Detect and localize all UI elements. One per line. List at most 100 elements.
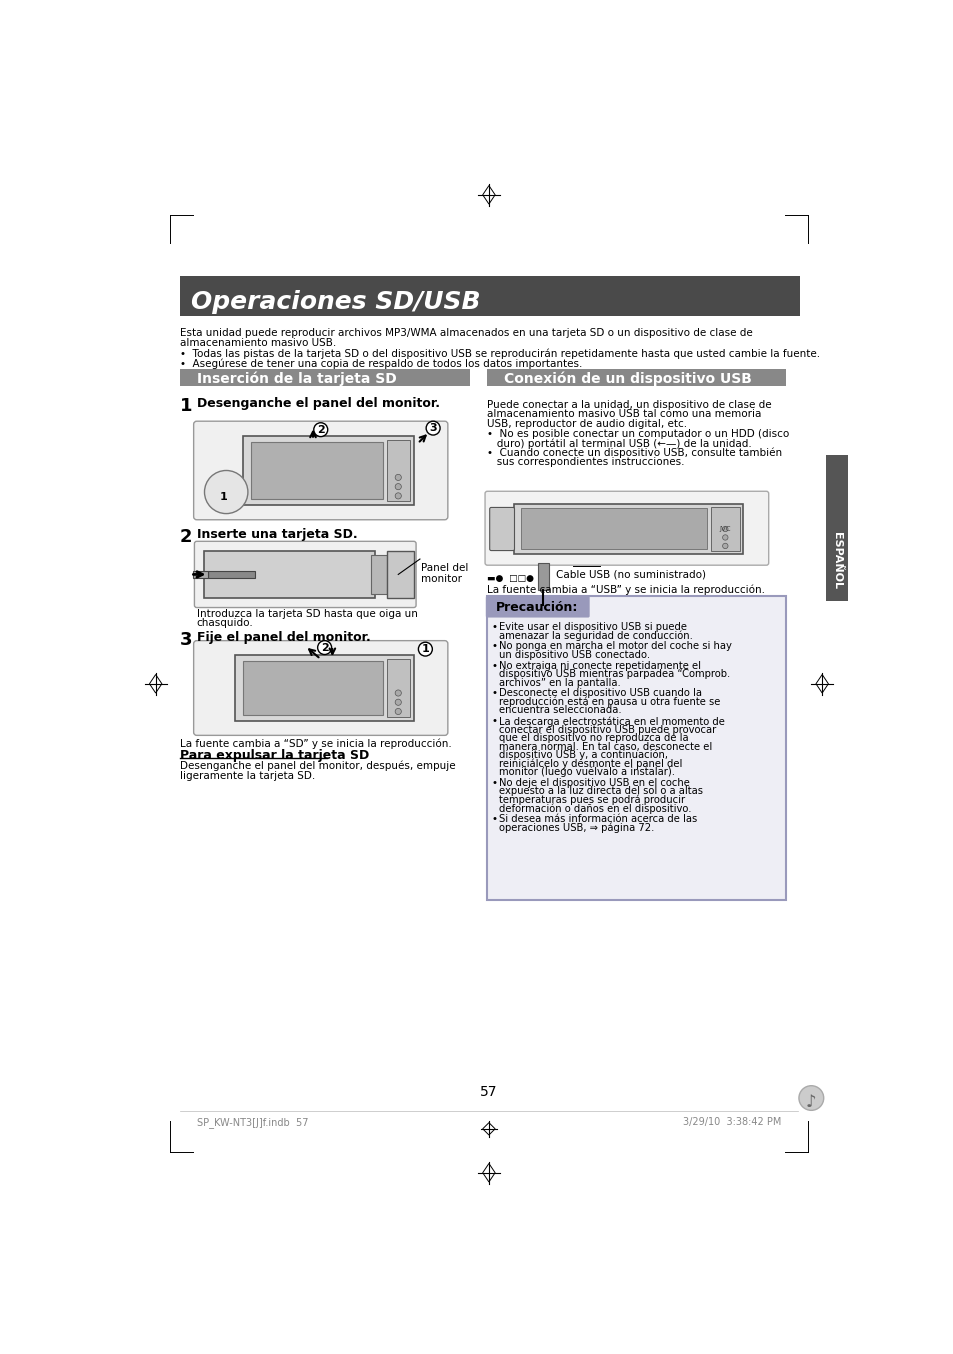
FancyBboxPatch shape — [193, 640, 447, 735]
Bar — [179, 276, 799, 317]
Text: 1: 1 — [421, 645, 429, 654]
Bar — [208, 570, 254, 578]
Text: •: • — [491, 661, 497, 670]
Text: reproducción está en pausa u otra fuente se: reproducción está en pausa u otra fuente… — [498, 697, 720, 707]
Text: 57: 57 — [479, 1085, 497, 1099]
Text: •: • — [491, 623, 497, 632]
Bar — [371, 555, 386, 593]
Text: Cable USB (no suministrado): Cable USB (no suministrado) — [556, 569, 705, 580]
Circle shape — [395, 708, 401, 715]
Bar — [537, 563, 548, 590]
Text: La fuente cambia a “SD” y se inicia la reproducción.: La fuente cambia a “SD” y se inicia la r… — [179, 738, 451, 749]
Text: expuesto a la luz directa del sol o a altas: expuesto a la luz directa del sol o a al… — [498, 787, 702, 796]
Text: •  Asegúrese de tener una copia de respaldo de todos los datos importantes.: • Asegúrese de tener una copia de respal… — [179, 357, 581, 368]
Text: Para expulsar la tarjeta SD: Para expulsar la tarjeta SD — [179, 749, 369, 762]
Text: amenazar la seguridad de conducción.: amenazar la seguridad de conducción. — [498, 631, 692, 642]
Bar — [235, 655, 414, 720]
Bar — [243, 662, 382, 715]
FancyBboxPatch shape — [489, 508, 514, 551]
Text: •: • — [491, 716, 497, 726]
Text: archivos” en la pantalla.: archivos” en la pantalla. — [498, 677, 620, 688]
Text: duro) portátil al terminal USB (←—) de la unidad.: duro) portátil al terminal USB (←—) de l… — [487, 439, 751, 448]
Text: •  No es posible conectar un computador o un HDD (disco: • No es posible conectar un computador o… — [487, 428, 789, 439]
Bar — [710, 506, 740, 551]
Text: 3: 3 — [429, 424, 436, 433]
Circle shape — [395, 474, 401, 481]
Text: USB, reproductor de audio digital, etc.: USB, reproductor de audio digital, etc. — [487, 418, 687, 429]
Bar — [193, 571, 208, 578]
Text: •: • — [491, 814, 497, 823]
FancyBboxPatch shape — [485, 596, 589, 617]
Text: Desenganche el panel del monitor, después, empuje: Desenganche el panel del monitor, despué… — [179, 761, 455, 772]
Text: 2: 2 — [179, 528, 192, 546]
Text: No deje el dispositivo USB en el coche: No deje el dispositivo USB en el coche — [498, 777, 689, 788]
Text: ▬●  □□●: ▬● □□● — [487, 574, 534, 584]
Text: deformación o daños en el dispositivo.: deformación o daños en el dispositivo. — [498, 803, 691, 814]
Bar — [204, 551, 375, 597]
Bar — [825, 455, 847, 601]
Bar — [251, 441, 382, 500]
Text: Introduzca la tarjeta SD hasta que oiga un: Introduzca la tarjeta SD hasta que oiga … — [196, 609, 417, 619]
Text: JVC: JVC — [719, 525, 730, 532]
Text: 3/29/10  3:38:42 PM: 3/29/10 3:38:42 PM — [682, 1117, 781, 1128]
Circle shape — [721, 543, 727, 548]
Text: Evite usar el dispositivo USB si puede: Evite usar el dispositivo USB si puede — [498, 623, 686, 632]
Text: encuentra seleccionada.: encuentra seleccionada. — [498, 705, 621, 715]
Bar — [243, 436, 414, 505]
Text: manera normal. En tal caso, desconecte el: manera normal. En tal caso, desconecte e… — [498, 742, 712, 751]
Text: Precaución:: Precaución: — [496, 601, 578, 613]
Text: 2: 2 — [320, 643, 328, 653]
Text: Desenganche el panel del monitor.: Desenganche el panel del monitor. — [196, 397, 439, 410]
Circle shape — [395, 691, 401, 696]
Circle shape — [721, 535, 727, 540]
Circle shape — [314, 422, 328, 436]
Circle shape — [395, 699, 401, 705]
Text: ♪: ♪ — [805, 1093, 816, 1110]
Bar — [179, 368, 470, 386]
Text: SP_KW-NT3[J]f.indb  57: SP_KW-NT3[J]f.indb 57 — [196, 1117, 308, 1128]
Circle shape — [798, 1086, 822, 1110]
Text: que el dispositivo no reproduzca de la: que el dispositivo no reproduzca de la — [498, 733, 688, 743]
Bar — [386, 659, 410, 716]
Text: Inserte una tarjeta SD.: Inserte una tarjeta SD. — [196, 528, 357, 542]
Bar — [487, 368, 785, 386]
FancyBboxPatch shape — [484, 492, 768, 565]
Text: No extraiga ni conecte repetidamente el: No extraiga ni conecte repetidamente el — [498, 661, 700, 670]
Circle shape — [317, 640, 332, 654]
Circle shape — [216, 490, 231, 504]
Text: dispositivo USB y, a continuación,: dispositivo USB y, a continuación, — [498, 750, 667, 761]
Text: La fuente cambia a “USB” y se inicia la reproducción.: La fuente cambia a “USB” y se inicia la … — [487, 585, 764, 594]
Text: Conexión de un dispositivo USB: Conexión de un dispositivo USB — [503, 372, 751, 386]
Circle shape — [395, 493, 401, 500]
Text: No ponga en marcha el motor del coche si hay: No ponga en marcha el motor del coche si… — [498, 642, 731, 651]
Bar — [487, 596, 785, 900]
Bar — [514, 504, 742, 554]
Text: conectar el dispositivo USB puede provocar: conectar el dispositivo USB puede provoc… — [498, 724, 716, 735]
Text: 1: 1 — [220, 493, 228, 502]
Text: Inserción de la tarjeta SD: Inserción de la tarjeta SD — [196, 372, 396, 386]
Text: ligeramente la tarjeta SD.: ligeramente la tarjeta SD. — [179, 770, 314, 781]
Text: 1: 1 — [179, 397, 192, 416]
Text: •: • — [491, 642, 497, 651]
Text: operaciones USB, ⇒ página 72.: operaciones USB, ⇒ página 72. — [498, 822, 654, 833]
Text: 2: 2 — [316, 425, 324, 435]
Circle shape — [418, 642, 432, 657]
Text: monitor (luego vuélvalo a instalar).: monitor (luego vuélvalo a instalar). — [498, 766, 675, 777]
Circle shape — [426, 421, 439, 435]
Text: •  Todas las pistas de la tarjeta SD o del dispositivo USB se reproducirán repet: • Todas las pistas de la tarjeta SD o de… — [179, 348, 819, 359]
Text: •: • — [491, 777, 497, 788]
Text: reiniciálcelo y desmonte el panel del: reiniciálcelo y desmonte el panel del — [498, 758, 681, 769]
Text: chasquido.: chasquido. — [196, 619, 253, 628]
Text: •: • — [491, 688, 497, 699]
FancyBboxPatch shape — [194, 542, 416, 608]
Text: almacenamiento masivo USB tal como una memoria: almacenamiento masivo USB tal como una m… — [487, 409, 760, 420]
Circle shape — [721, 527, 727, 532]
Text: ESPAÑOL: ESPAÑOL — [831, 532, 841, 589]
Text: Esta unidad puede reproducir archivos MP3/WMA almacenados en una tarjeta SD o un: Esta unidad puede reproducir archivos MP… — [179, 328, 752, 338]
Bar — [520, 508, 706, 548]
Bar — [386, 551, 414, 597]
Circle shape — [204, 470, 248, 513]
Text: almacenamiento masivo USB.: almacenamiento masivo USB. — [179, 338, 335, 348]
Text: Puede conectar a la unidad, un dispositivo de clase de: Puede conectar a la unidad, un dispositi… — [487, 399, 771, 410]
Text: un dispositivo USB conectado.: un dispositivo USB conectado. — [498, 650, 649, 659]
